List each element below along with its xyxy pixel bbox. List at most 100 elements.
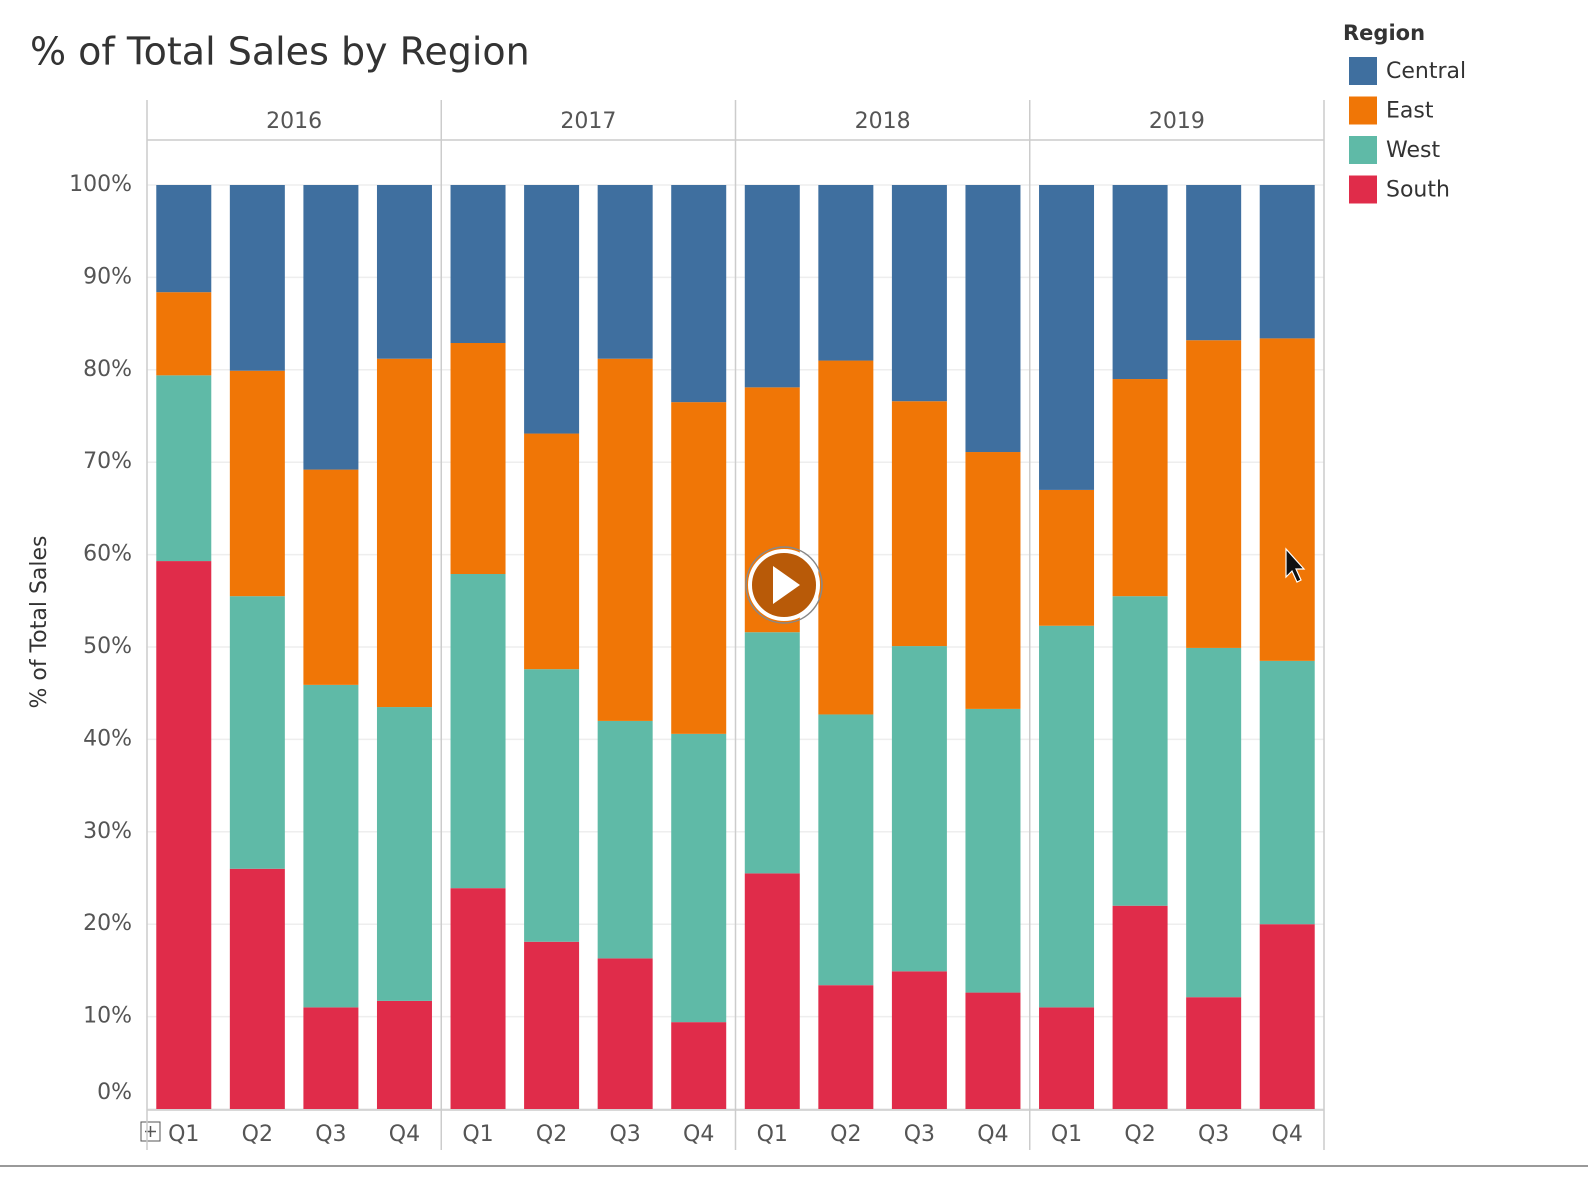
bar-segment	[818, 985, 874, 1109]
bar-segment	[229, 596, 285, 869]
y-tick-label: 40%	[83, 726, 132, 751]
bar-segment	[376, 358, 432, 708]
bar-segment	[1259, 924, 1315, 1109]
bar-segment	[1039, 625, 1095, 1008]
legend-title: Region	[1343, 21, 1425, 45]
bar-segment	[1112, 905, 1168, 1109]
bar-segment	[524, 433, 580, 670]
legend-label: South	[1386, 178, 1450, 203]
y-tick-label: 20%	[83, 911, 132, 936]
bar-segment	[450, 343, 506, 575]
bar-segment	[818, 714, 874, 986]
bar-segment	[450, 185, 506, 344]
x-tick-label: Q1	[168, 1122, 199, 1147]
bar-segment	[1039, 185, 1095, 490]
x-tick-label: Q2	[830, 1122, 861, 1147]
y-tick-label: 80%	[83, 357, 132, 382]
facet-label: 2018	[855, 109, 911, 134]
chart-title: % of Total Sales by Region	[30, 30, 530, 74]
y-tick-label: 100%	[69, 172, 132, 197]
bar-segment	[671, 185, 727, 403]
bar-segment	[303, 469, 359, 685]
bar-segment	[303, 185, 359, 470]
bar-segment	[818, 360, 874, 715]
bar-segment	[156, 375, 212, 562]
bar-segment	[1259, 660, 1315, 925]
legend-swatch	[1349, 96, 1377, 125]
bar-segment	[744, 632, 800, 874]
bar-segment	[1112, 185, 1168, 380]
x-tick-label: Q4	[683, 1122, 714, 1147]
legend-swatch	[1349, 136, 1377, 164]
x-tick-label: Q2	[242, 1122, 273, 1147]
x-tick-label: Q1	[1051, 1122, 1082, 1147]
bar-segment	[376, 185, 432, 359]
legend-swatch	[1349, 57, 1377, 85]
bar-segment	[229, 868, 285, 1109]
bar-segment	[965, 452, 1021, 709]
bar-segment	[965, 708, 1021, 993]
bar-segment	[229, 370, 285, 597]
bar-segment	[1039, 1007, 1095, 1109]
bar-segment	[1112, 379, 1168, 597]
x-tick-label: Q1	[757, 1122, 788, 1147]
bar-segment	[891, 185, 947, 402]
bar-segment	[229, 185, 285, 371]
bar-segment	[524, 941, 580, 1109]
bar-segment	[156, 292, 212, 376]
bar-segment	[1039, 489, 1095, 626]
bar-segment	[156, 185, 212, 293]
bar-segment	[1186, 997, 1242, 1109]
bar-segment	[671, 402, 727, 734]
bar-segment	[671, 733, 727, 1023]
bar-segment	[597, 720, 653, 959]
x-tick-label: Q4	[977, 1122, 1008, 1147]
y-tick-label: 50%	[83, 634, 132, 659]
x-tick-label: Q4	[389, 1122, 420, 1147]
bar-segment	[376, 1000, 432, 1109]
x-tick-label: Q3	[609, 1122, 640, 1147]
x-tick-label: Q3	[904, 1122, 935, 1147]
y-tick-label: 0%	[97, 1080, 132, 1105]
bar-segment	[597, 358, 653, 721]
bar-segment	[818, 185, 874, 361]
bar-segment	[1186, 647, 1242, 998]
bar-segment	[671, 1022, 727, 1109]
bar-segment	[744, 873, 800, 1109]
bar-segment	[1259, 338, 1315, 661]
facet-label: 2019	[1149, 109, 1205, 134]
bar-segment	[597, 185, 653, 359]
bar-segment	[376, 707, 432, 1001]
bar-segment	[891, 646, 947, 972]
bar-segment	[1112, 596, 1168, 906]
x-tick-label: Q3	[1198, 1122, 1229, 1147]
bar-segment	[891, 401, 947, 647]
bar-segment	[1186, 340, 1242, 648]
legend-label: West	[1386, 138, 1440, 163]
bar-segment	[1186, 185, 1242, 341]
x-tick-label: Q4	[1272, 1122, 1303, 1147]
cursor	[1285, 547, 1306, 583]
y-tick-label: 30%	[83, 819, 132, 844]
x-tick-label: Q3	[315, 1122, 346, 1147]
bar-segment	[597, 958, 653, 1109]
bar-segment	[156, 561, 212, 1109]
x-tick-label: Q2	[536, 1122, 567, 1147]
legend-label: Central	[1386, 59, 1466, 84]
bar-segment	[965, 185, 1021, 453]
play-button[interactable]	[745, 546, 823, 624]
bar-segment	[450, 574, 506, 889]
bar-segment	[744, 185, 800, 388]
bar-segment	[303, 1007, 359, 1109]
bar-segment	[524, 185, 580, 434]
bars	[156, 185, 1315, 1109]
legend-swatch	[1349, 175, 1377, 204]
y-tick-label: 60%	[83, 542, 132, 567]
facet-label: 2016	[266, 109, 322, 134]
bar-segment	[524, 669, 580, 942]
x-tick-label: Q1	[462, 1122, 493, 1147]
x-tick-label: Q2	[1124, 1122, 1155, 1147]
y-axis-title: % of Total Sales	[27, 535, 52, 708]
bar-segment	[303, 684, 359, 1008]
